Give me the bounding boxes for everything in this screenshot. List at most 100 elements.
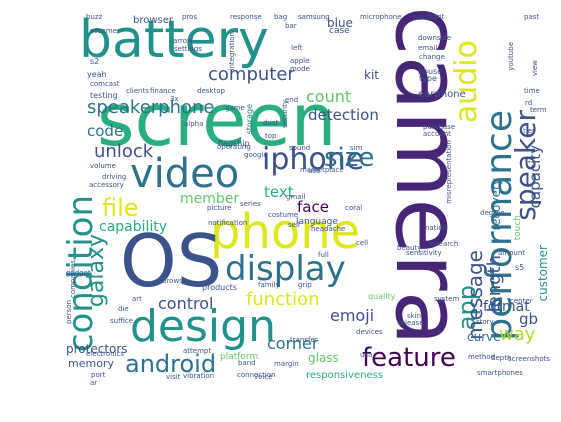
word: s2 [90,57,100,66]
word: port [91,371,106,379]
word: degree [480,209,505,217]
word: buzz [86,13,103,21]
word: function [246,289,320,310]
word: amount [498,249,526,257]
word: display [225,249,346,289]
word: vibration [183,372,215,380]
word: finance [150,87,176,95]
word: screen [97,78,337,162]
word: browse [162,277,188,285]
word: android [125,350,217,378]
word: products [202,283,237,292]
word: alpha [184,120,204,128]
word: size [324,143,375,173]
word: attempt [183,347,212,355]
word: language [296,217,338,227]
word: response [230,13,262,21]
word: tier [523,127,535,135]
word: use [308,167,321,175]
word: gmail [286,193,306,201]
word: die [118,305,129,313]
word: message [463,250,487,340]
word: method [468,353,496,361]
word: depth [491,354,512,362]
word: margin [274,360,299,368]
word: picture [207,204,232,212]
word: comcast [90,80,120,88]
word: sell [288,221,300,229]
word: skin [407,312,422,320]
word: center [510,297,533,305]
word: capacity [526,145,544,209]
word: face [297,198,329,216]
word: responsiveness [306,370,384,381]
word: sound [289,144,311,152]
word: emoji [330,306,375,325]
word: electronics [86,350,125,358]
word: iphone [262,142,365,177]
word: notification [208,219,248,227]
word: blue [327,16,353,30]
word: game [225,104,245,112]
word: marketplace [300,166,344,174]
word: platform [220,352,259,362]
word: speakerphone [87,97,215,118]
word: corner [267,334,319,353]
word: bag [274,13,288,21]
word: phone [210,204,361,260]
word: recovery [489,178,503,231]
word: battery [79,10,269,70]
word: cell [356,239,369,247]
word: detection [308,106,379,124]
word: computer [208,64,295,85]
word: screenshots [508,355,551,363]
word: sensitivity [406,249,442,257]
word: band [238,359,256,367]
word: way [499,324,536,345]
word: series [240,200,261,208]
word: feature [362,343,456,373]
word: voice [254,373,273,381]
word: earphone [418,89,466,100]
word: system [434,295,460,303]
word: gadget [66,269,91,277]
word: arrow [173,37,193,45]
word: transfer [290,336,318,344]
word: unlock [94,141,154,162]
word: glass [308,351,339,365]
word: driving [102,173,127,181]
word: s5 [515,263,525,272]
word: file [102,194,139,222]
word: format [483,299,530,315]
word: sesame [90,27,118,35]
word: kit [364,68,379,82]
word: devices [356,328,383,336]
word: connection [237,371,276,379]
word: smartphones [477,369,523,377]
word: family [258,281,280,289]
word: integration [228,32,236,71]
word: gb [519,310,539,328]
word: control [158,294,214,313]
word: end [285,96,299,104]
word: browser [133,15,174,26]
word: quality [368,292,396,301]
word: past [524,13,540,21]
word: sim [350,144,363,152]
word: release [398,319,424,327]
word: left [291,44,303,52]
word: video [130,151,240,197]
word: accessory [89,181,124,189]
word: beauty [397,244,422,252]
word: misrepresentation [445,140,453,204]
word: full [318,251,329,259]
word: bar [285,22,297,30]
word: usa [360,351,373,359]
word: protectors [66,342,128,356]
word: mode [290,65,310,73]
word: story [476,318,494,326]
word: apple [290,57,310,65]
word: headache [311,225,346,233]
word: term [530,106,547,114]
